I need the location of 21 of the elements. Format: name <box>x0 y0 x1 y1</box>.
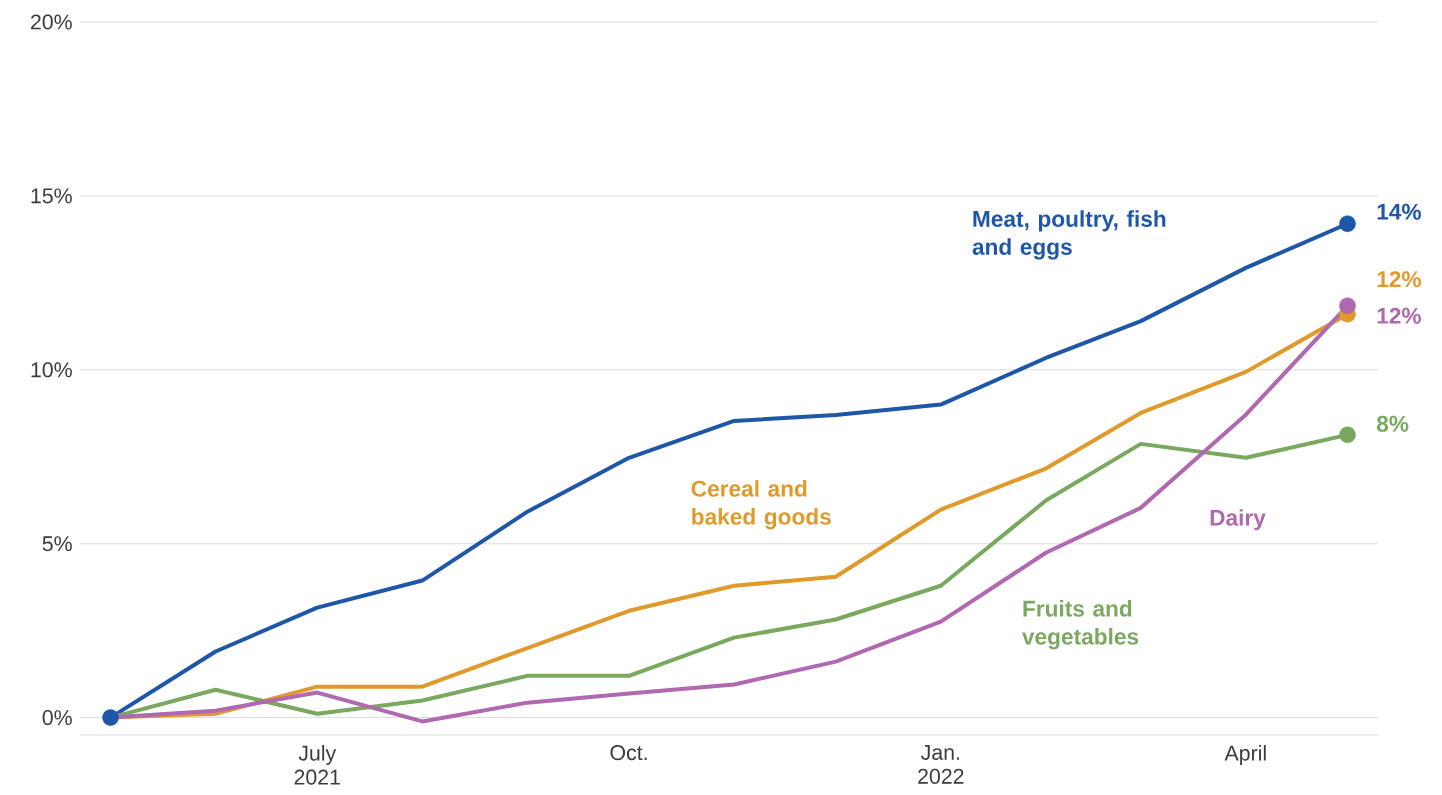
x-tick-label: Oct. <box>610 745 647 761</box>
text: Dairy <box>1210 509 1266 531</box>
text: Fruits and vegetables <box>1022 600 1139 650</box>
data-label: 8% <box>1376 415 1409 432</box>
data-label: 12% <box>1377 271 1421 288</box>
y-tick-label: 0% <box>42 710 72 726</box>
y-tick-label: 15% <box>31 188 72 204</box>
y-tick-label: 10% <box>31 362 72 378</box>
point <box>1339 426 1356 444</box>
point <box>1339 297 1356 315</box>
point <box>1339 215 1356 232</box>
data-label: 14% <box>1377 203 1421 220</box>
y-tick-label: 20% <box>31 14 72 30</box>
data-label: 12% <box>1377 307 1421 324</box>
x-tick-label: April <box>1224 745 1266 765</box>
x-tick-label: July 2021 <box>294 745 340 785</box>
y-tick-label: 5% <box>42 536 72 552</box>
x-tick-label: Jan. 2022 <box>918 745 964 784</box>
point <box>102 709 119 726</box>
series-label: Meat, poultry, fish and eggs <box>972 210 1166 260</box>
series-label: Cereal and baked goods <box>691 480 831 530</box>
